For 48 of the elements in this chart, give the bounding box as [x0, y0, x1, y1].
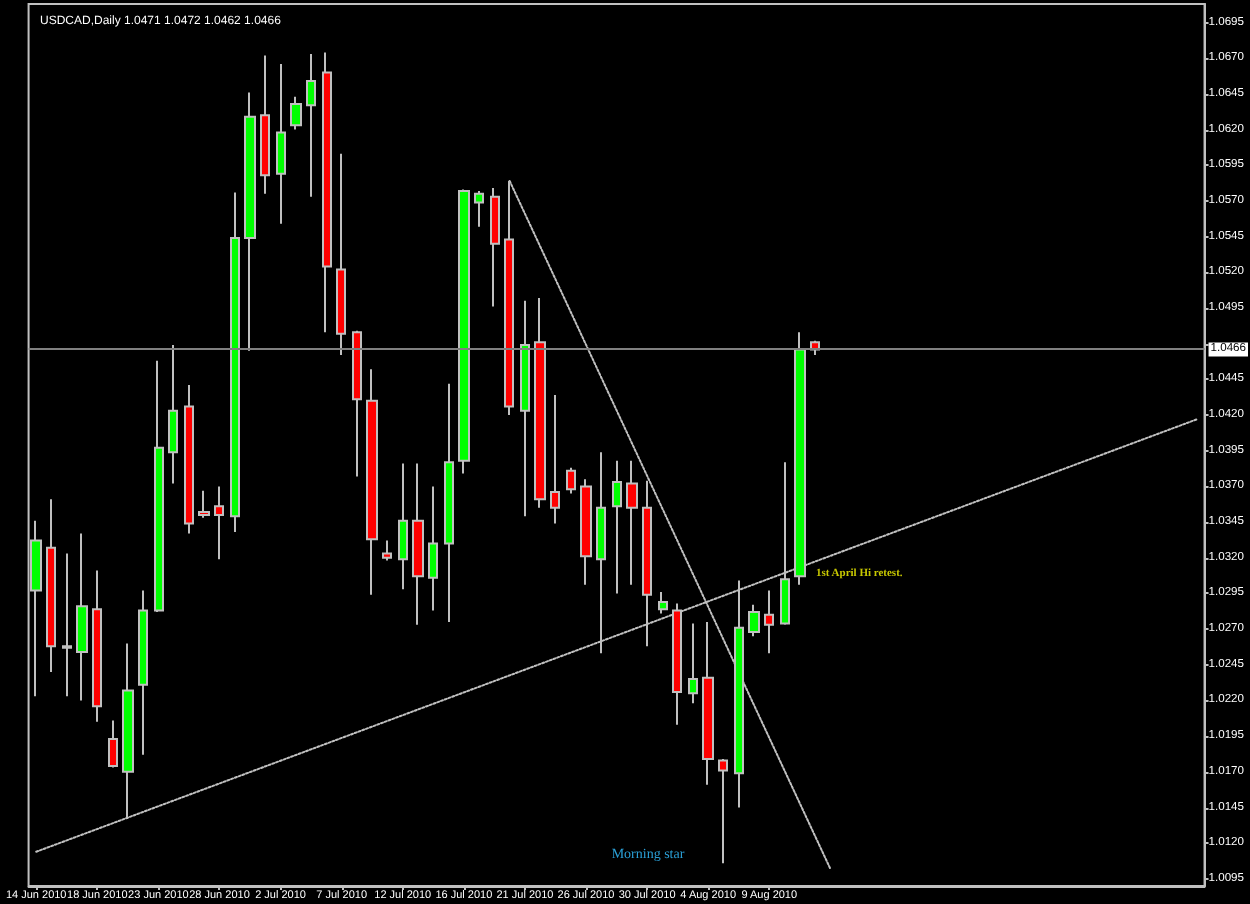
candlestick: [534, 297, 546, 509]
candlestick: [764, 589, 774, 655]
candlestick: [352, 329, 362, 478]
candlestick: [336, 152, 346, 357]
candlestick: [184, 384, 194, 535]
candlestick: [198, 489, 210, 519]
candlestick: [550, 394, 560, 525]
candlestick: [76, 532, 88, 702]
candlestick: [474, 189, 484, 228]
candlestick: [718, 757, 728, 865]
candlestick: [290, 95, 302, 131]
candlestick: [366, 368, 378, 596]
candlestick: [46, 498, 56, 673]
candlestick: [260, 54, 270, 195]
candlestick: [108, 719, 118, 769]
candlestick: [702, 620, 714, 786]
candlestick: [306, 52, 316, 198]
candlestick: [382, 539, 392, 562]
candlestick: [520, 299, 530, 518]
candlestick: [122, 642, 134, 820]
candlestick: [244, 91, 256, 352]
candlestick: [672, 602, 682, 726]
candlestick: [154, 359, 164, 613]
candlestick: [214, 485, 224, 561]
candlestick: [780, 461, 790, 626]
candlestick: [92, 569, 102, 723]
candlestick: [276, 62, 286, 225]
candlestick: [626, 459, 638, 586]
candlestick: [688, 622, 698, 705]
candlestick: [566, 466, 576, 495]
candlestick: [490, 187, 500, 308]
candlestick: [596, 451, 606, 655]
candlestick: [62, 552, 72, 698]
candlestick: [580, 478, 592, 586]
candlestick: [138, 589, 148, 756]
candlestick: [734, 579, 744, 809]
candlestick: [322, 51, 332, 334]
candlestick: [658, 591, 668, 615]
candlestick: [642, 479, 652, 648]
candlestick: [612, 459, 622, 595]
candlestick: [398, 462, 408, 591]
candlestick: [444, 382, 454, 623]
candlestick: [230, 191, 240, 534]
candlestick: [428, 485, 438, 612]
candlestick: [748, 603, 760, 638]
candlestick: [168, 344, 178, 485]
candlestick: [412, 462, 424, 626]
candlestick: [458, 188, 470, 475]
